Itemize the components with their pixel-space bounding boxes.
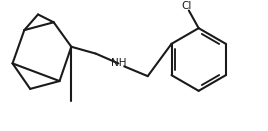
Text: Cl: Cl xyxy=(182,1,192,11)
Text: NH: NH xyxy=(111,58,126,68)
